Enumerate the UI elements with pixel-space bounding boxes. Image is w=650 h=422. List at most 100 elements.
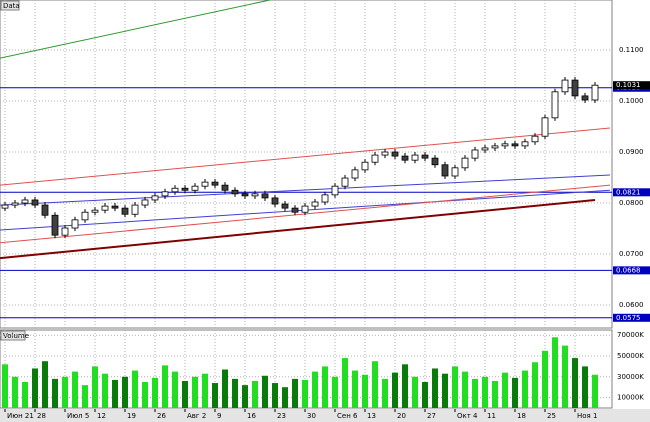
- volume-bar: [542, 350, 548, 408]
- volume-bar: [332, 376, 338, 408]
- volume-bar: [262, 375, 268, 408]
- x-tick-label: Ноя 1: [577, 412, 597, 420]
- candle-body: [211, 181, 219, 186]
- candle-body: [301, 205, 309, 213]
- volume-bar: [202, 373, 208, 408]
- x-tick-label: 16: [247, 412, 256, 420]
- volume-bar: [22, 382, 28, 408]
- volume-bar: [422, 382, 428, 408]
- volume-bar: [2, 364, 8, 408]
- volume-bar: [442, 373, 448, 408]
- volume-bar: [192, 376, 198, 408]
- candle-body: [401, 155, 409, 161]
- volume-bar: [102, 373, 108, 408]
- candle-body: [511, 143, 519, 147]
- volume-bar: [492, 380, 498, 408]
- x-tick-label: 11: [487, 412, 496, 420]
- volume-bar: [522, 370, 528, 408]
- candle-body: [361, 161, 369, 171]
- volume-bar: [242, 385, 248, 408]
- candle-body: [1, 204, 9, 209]
- candle-body: [241, 193, 249, 197]
- candle-body: [471, 149, 479, 159]
- candle-body: [101, 205, 109, 211]
- candle-body: [131, 204, 139, 215]
- volume-bar: [92, 366, 98, 408]
- candle-body: [571, 79, 579, 97]
- volume-bar: [412, 376, 418, 408]
- candle-body: [371, 154, 379, 163]
- y-tick-label: 0.1100: [619, 46, 644, 54]
- y-tick-label: 0.0800: [619, 199, 644, 207]
- x-tick-label: 28: [37, 412, 46, 420]
- y-tick-label: 0.0900: [619, 148, 644, 156]
- candle-body: [351, 169, 359, 179]
- date-axis: [0, 409, 650, 422]
- candle-body: [321, 194, 329, 203]
- volume-title: Volume: [3, 332, 29, 340]
- volume-bar: [172, 371, 178, 408]
- candle-body: [451, 167, 459, 177]
- volume-bar: [372, 361, 378, 408]
- candle-body: [191, 185, 199, 191]
- candle-body: [421, 154, 429, 159]
- y-tick-label: 0.0700: [619, 250, 644, 258]
- x-tick-label: Июн 21: [7, 412, 34, 420]
- volume-bar: [472, 378, 478, 408]
- volume-bar: [382, 378, 388, 408]
- candle-body: [341, 177, 349, 187]
- volume-bar: [512, 377, 518, 408]
- candle-body: [441, 164, 449, 177]
- volume-bar: [62, 376, 68, 408]
- volume-bar: [352, 370, 358, 408]
- candle-body: [501, 143, 509, 147]
- volume-bar: [72, 371, 78, 408]
- x-tick-label: 18: [517, 412, 526, 420]
- volume-bar: [362, 374, 368, 408]
- volume-bar: [182, 380, 188, 408]
- volume-bar: [82, 385, 88, 408]
- candle-body: [41, 204, 49, 216]
- volume-bar: [212, 383, 218, 408]
- volume-bar: [392, 372, 398, 408]
- candle-body: [271, 197, 279, 205]
- trendline: [0, 127, 611, 186]
- volume-bar: [312, 371, 318, 408]
- level-tag: [613, 188, 650, 197]
- trendline: [0, 198, 596, 260]
- volume-bar: [292, 378, 298, 408]
- volume-bar: [592, 374, 598, 408]
- price-panel: [0, 0, 613, 329]
- volume-bar: [252, 380, 258, 408]
- candle-body: [61, 227, 69, 236]
- volume-bar: [112, 379, 118, 408]
- candle-body: [551, 91, 559, 119]
- candle-body: [521, 141, 529, 147]
- volume-bar: [32, 368, 38, 408]
- volume-bar: [582, 366, 588, 408]
- candle-body: [291, 207, 299, 213]
- volume-bar: [552, 337, 558, 408]
- volume-bar: [152, 377, 158, 408]
- x-tick-label: 27: [427, 412, 436, 420]
- candle-body: [431, 157, 439, 166]
- volume-bar: [502, 372, 508, 408]
- x-tick-label: 19: [127, 412, 136, 420]
- level-label: 0.0575: [616, 314, 641, 322]
- x-tick-label: 12: [97, 412, 106, 420]
- x-tick-label: 9: [217, 412, 221, 420]
- x-tick-label: 26: [157, 412, 166, 420]
- volume-bar: [572, 358, 578, 408]
- candle-body: [181, 187, 189, 191]
- candle-body: [81, 211, 89, 221]
- candle-body: [251, 193, 259, 197]
- candle-body: [581, 95, 589, 101]
- volume-bar: [52, 378, 58, 408]
- volume-bar: [402, 364, 408, 408]
- volume-bar: [132, 370, 138, 408]
- volume-bar: [232, 378, 238, 408]
- volume-tick-label: 10000K: [617, 394, 644, 402]
- candle-body: [121, 207, 129, 215]
